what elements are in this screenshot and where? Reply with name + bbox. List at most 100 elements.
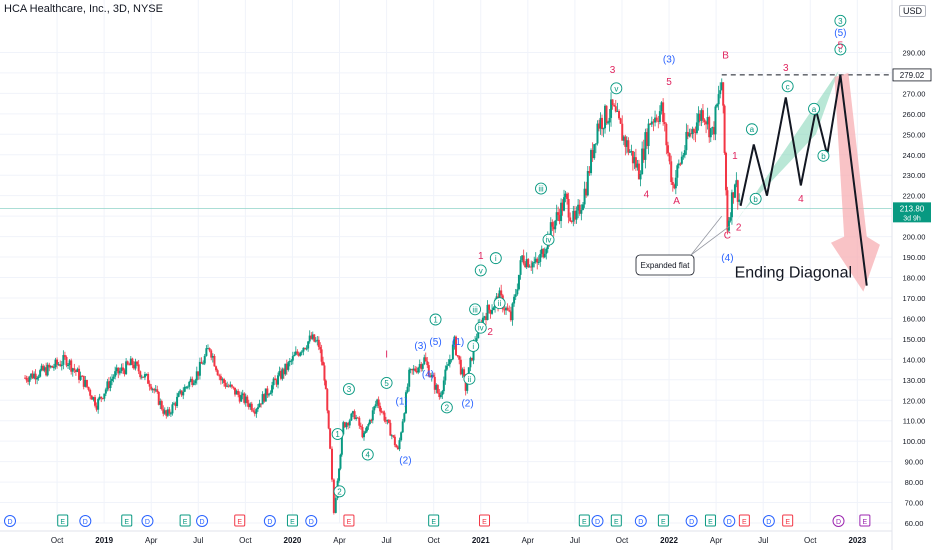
candle-body[interactable]: [107, 381, 110, 388]
candle-body[interactable]: [426, 361, 429, 366]
candle-body[interactable]: [714, 106, 717, 135]
candle-body[interactable]: [359, 425, 362, 428]
candle-body[interactable]: [275, 380, 278, 385]
candle-body[interactable]: [179, 390, 182, 394]
candle-body[interactable]: [400, 432, 403, 441]
candle-body[interactable]: [458, 355, 461, 360]
candle-body[interactable]: [616, 110, 619, 112]
candle-body[interactable]: [631, 151, 634, 164]
candle-body[interactable]: [371, 410, 374, 421]
candle-body[interactable]: [705, 121, 708, 125]
candle-body[interactable]: [382, 411, 385, 413]
candle-body[interactable]: [73, 368, 76, 371]
candle-body[interactable]: [628, 151, 631, 153]
candle-body[interactable]: [162, 409, 165, 414]
dividend-marker[interactable]: [762, 515, 775, 527]
candle-body[interactable]: [677, 163, 680, 166]
candle-body[interactable]: [338, 468, 341, 481]
candle-body[interactable]: [230, 384, 233, 387]
candle-body[interactable]: [537, 261, 540, 263]
candle-body[interactable]: [570, 221, 573, 223]
candle-body[interactable]: [314, 340, 317, 342]
candle-body[interactable]: [730, 192, 733, 218]
candle-body[interactable]: [525, 259, 528, 268]
candle-body[interactable]: [634, 157, 637, 168]
candle-body[interactable]: [644, 132, 647, 160]
candle-body[interactable]: [389, 422, 392, 436]
candle-body[interactable]: [125, 361, 128, 375]
candle-body[interactable]: [380, 411, 383, 413]
candle-body[interactable]: [364, 431, 367, 434]
candle-body[interactable]: [219, 376, 222, 381]
candle-body[interactable]: [463, 369, 466, 377]
candle-body[interactable]: [636, 163, 639, 168]
candle-body[interactable]: [172, 403, 175, 405]
candle-body[interactable]: [304, 347, 306, 349]
candle-body[interactable]: [593, 144, 596, 159]
candle-body[interactable]: [238, 394, 241, 402]
price-axis[interactable]: [892, 0, 932, 550]
candle-body[interactable]: [485, 316, 488, 321]
candle-body[interactable]: [25, 377, 28, 381]
candle-body[interactable]: [680, 156, 683, 164]
candle-body[interactable]: [461, 369, 464, 375]
candle-body[interactable]: [129, 358, 132, 366]
candle-body[interactable]: [711, 127, 714, 129]
candle-body[interactable]: [450, 359, 453, 361]
candle-body[interactable]: [599, 117, 602, 129]
candle-body[interactable]: [368, 420, 371, 425]
candle-body[interactable]: [160, 401, 163, 410]
candle-body[interactable]: [308, 335, 311, 342]
candle-body[interactable]: [530, 266, 533, 268]
candle-body[interactable]: [542, 248, 545, 258]
candle-body[interactable]: [466, 380, 469, 391]
earnings-marker[interactable]: [578, 514, 590, 527]
candle-body[interactable]: [347, 422, 350, 426]
candle-body[interactable]: [528, 266, 531, 268]
dividend-marker[interactable]: [4, 515, 16, 527]
candle-body[interactable]: [358, 417, 361, 426]
candle-body[interactable]: [323, 365, 326, 381]
candle-body[interactable]: [549, 222, 552, 241]
candle-body[interactable]: [223, 379, 226, 383]
candle-body[interactable]: [54, 359, 57, 368]
candle-body[interactable]: [271, 385, 274, 393]
candle-body[interactable]: [540, 248, 543, 254]
candle-body[interactable]: [136, 361, 139, 365]
candle-body[interactable]: [625, 140, 628, 147]
candle-body[interactable]: [191, 378, 194, 385]
dividend-marker[interactable]: [263, 515, 276, 527]
candle-body[interactable]: [727, 220, 730, 231]
candle-body[interactable]: [524, 263, 527, 268]
candle-body[interactable]: [442, 380, 445, 392]
candle-body[interactable]: [229, 384, 232, 387]
candle-body[interactable]: [142, 376, 145, 378]
candle-body[interactable]: [343, 422, 346, 428]
candle-body[interactable]: [139, 371, 142, 378]
candle-body[interactable]: [180, 390, 183, 396]
candle-body[interactable]: [140, 376, 143, 378]
candle-body[interactable]: [367, 424, 370, 427]
dividend-marker[interactable]: [685, 515, 698, 527]
candle-body[interactable]: [602, 128, 605, 130]
candle-body[interactable]: [94, 397, 97, 406]
candle-body[interactable]: [456, 355, 459, 357]
candle-body[interactable]: [284, 363, 287, 375]
candle-body[interactable]: [451, 344, 454, 360]
candle-body[interactable]: [70, 360, 73, 372]
candle-body[interactable]: [594, 143, 597, 145]
candle-body[interactable]: [552, 226, 555, 230]
candle-body[interactable]: [189, 378, 192, 382]
candle-body[interactable]: [48, 364, 51, 368]
candle-body[interactable]: [227, 385, 230, 387]
candle-body[interactable]: [469, 357, 472, 368]
candle-body[interactable]: [657, 120, 660, 122]
candle-body[interactable]: [109, 380, 112, 388]
candle-body[interactable]: [691, 129, 694, 135]
candle-body[interactable]: [412, 368, 415, 371]
candle-body[interactable]: [379, 405, 382, 412]
candle-body[interactable]: [533, 262, 536, 264]
earnings-marker[interactable]: [738, 514, 750, 527]
candle-body[interactable]: [424, 357, 427, 362]
